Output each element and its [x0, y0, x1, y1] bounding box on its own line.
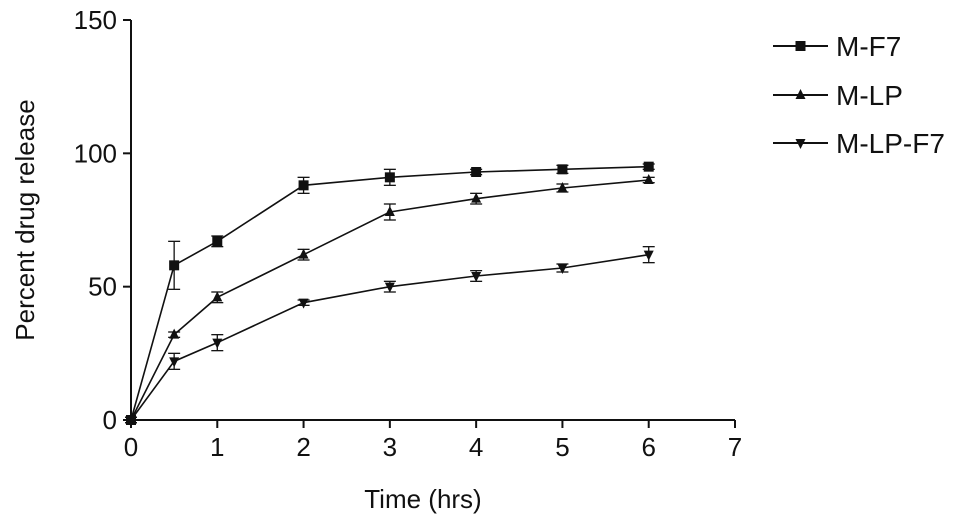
x-tick-label: 7: [728, 432, 742, 462]
data-point: [212, 338, 223, 349]
x-tick-label: 6: [641, 432, 655, 462]
data-point: [298, 298, 309, 309]
x-tick-label: 4: [469, 432, 483, 462]
data-point: [471, 272, 482, 282]
series-layer: [125, 161, 655, 426]
legend-label: M-LP-F7: [836, 128, 945, 159]
ticks: 0 1 2 3 4 5 6 7 0 50 100 150: [74, 5, 743, 462]
data-point: [557, 264, 568, 274]
data-point: [643, 250, 654, 261]
legend-label: M-LP: [836, 80, 903, 111]
data-point: [643, 174, 654, 184]
legend-marker: [795, 41, 806, 51]
series-line: [130, 253, 649, 421]
x-tick-label: 5: [555, 432, 569, 462]
y-tick-label: 50: [88, 272, 117, 302]
data-point: [212, 236, 223, 247]
series-line: [130, 165, 649, 421]
data-point: [298, 248, 309, 259]
x-tick-label: 2: [296, 432, 310, 462]
data-point: [557, 182, 568, 192]
series-M-LP: [125, 174, 655, 424]
legend-marker: [795, 139, 806, 149]
legend-item: M-LP: [773, 80, 903, 111]
data-point: [212, 291, 223, 302]
y-tick-label: 0: [103, 405, 117, 435]
y-axis-label: Percent drug release: [10, 99, 40, 340]
series-line: [130, 179, 649, 421]
data-point: [169, 328, 180, 339]
data-point: [557, 164, 568, 175]
axes: [130, 20, 735, 421]
data-point: [169, 260, 180, 271]
x-tick-label: 3: [383, 432, 397, 462]
legend-item: M-LP-F7: [773, 128, 945, 159]
series-M-F7: [125, 161, 655, 425]
legend-label: M-F7: [836, 31, 901, 62]
data-point: [169, 357, 180, 368]
data-point: [384, 206, 395, 216]
data-point: [126, 416, 136, 426]
x-tick-label: 0: [124, 432, 138, 462]
data-point: [384, 172, 395, 183]
data-point: [471, 167, 482, 177]
data-point: [471, 192, 482, 203]
legend-item: M-F7: [773, 31, 901, 62]
legend-marker: [795, 89, 806, 99]
series-M-LP-F7: [125, 246, 655, 426]
data-point: [298, 180, 309, 191]
legend: M-F7 M-LP M-LP-F7: [773, 31, 945, 159]
y-tick-label: 100: [74, 138, 117, 168]
x-axis-label: Time (hrs): [364, 484, 481, 514]
data-point: [643, 161, 654, 172]
x-tick-label: 1: [210, 432, 224, 462]
data-point: [384, 282, 395, 293]
y-tick-label: 150: [74, 5, 117, 35]
